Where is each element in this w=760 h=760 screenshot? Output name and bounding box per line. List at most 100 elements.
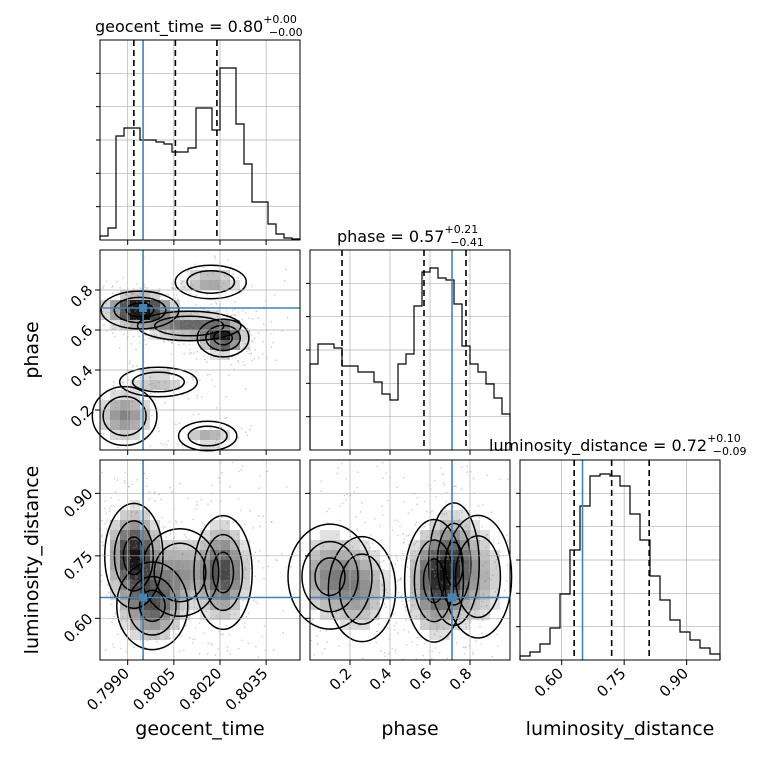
dist-vs-phase-sample-point <box>480 553 483 555</box>
phase-vs-time-sample-point <box>237 311 240 313</box>
dist-vs-time-sample-point <box>114 557 117 560</box>
dist-vs-time-sample-point <box>179 563 181 565</box>
dist-vs-phase-sample-point <box>470 575 473 577</box>
dist-vs-time-sample-point <box>198 622 201 624</box>
phase-vs-time-bin <box>220 350 230 360</box>
dist-vs-phase-bin <box>360 540 370 550</box>
dist-vs-phase-sample-point <box>365 594 368 597</box>
phase-vs-time-sample-point <box>150 310 152 312</box>
phase-vs-time-sample-point <box>195 294 198 297</box>
dist-vs-time-sample-point <box>220 532 222 535</box>
dist-vs-time-sample-point <box>172 604 174 606</box>
dist-vs-phase-sample-point <box>394 519 396 522</box>
dist-vs-time-bin <box>120 590 130 600</box>
dist-vs-time-bin <box>230 530 240 540</box>
dist-vs-phase-bin <box>310 550 320 560</box>
dist-vs-phase-bin <box>450 580 460 590</box>
dist-vs-phase-sample-point <box>449 532 452 535</box>
dist-vs-time-sample-point <box>143 472 146 475</box>
dist-vs-phase-bin <box>370 560 380 570</box>
dist-vs-phase-sample-point <box>395 557 398 559</box>
dist-vs-phase-sample-point <box>369 612 371 615</box>
dist-vs-phase-sample-point <box>472 477 475 480</box>
dist-vs-time-sample-point <box>225 624 228 627</box>
dist-vs-time-sample-point <box>227 575 229 578</box>
phase-vs-time-sample-point <box>189 348 192 351</box>
dist-vs-time-sample-point <box>105 512 108 514</box>
dist-vs-phase-sample-point <box>373 574 375 576</box>
dist-vs-time-sample-point <box>190 578 193 580</box>
phase-vs-time-sample-point <box>220 426 223 429</box>
dist-vs-phase-sample-point <box>325 566 328 568</box>
dist-vs-time-sample-point <box>244 622 246 625</box>
dist-vs-time-sample-point <box>159 557 161 559</box>
phase-vs-time-sample-point <box>119 433 122 435</box>
phase-vs-time-truth-marker <box>139 304 148 312</box>
dist-vs-phase-sample-point <box>490 511 493 514</box>
dist-vs-time-bin <box>180 590 190 600</box>
phase-vs-time-sample-point <box>206 374 209 376</box>
dist-vs-time-bin <box>150 620 160 630</box>
dist-vs-time-sample-point <box>198 588 201 590</box>
phase-vs-time-bin <box>130 390 140 400</box>
phase-vs-time-bin <box>140 320 150 330</box>
dist-vs-phase-sample-point <box>414 542 417 545</box>
dist-vs-phase-bin <box>470 530 480 540</box>
phase-vs-time-bin <box>140 380 150 390</box>
dist-vs-time-sample-point <box>228 552 230 554</box>
phase-vs-time-sample-point <box>215 301 217 304</box>
phase-vs-time-sample-point <box>249 349 251 352</box>
ytick-label: 0.6 <box>67 322 97 352</box>
dist-vs-phase-sample-point <box>408 534 410 537</box>
dist-vs-phase-sample-point <box>503 589 506 592</box>
dist-vs-time-sample-point <box>210 579 212 581</box>
dist-vs-phase-sample-point <box>459 582 462 585</box>
phase-vs-time-sample-point <box>253 358 255 360</box>
dist-vs-phase-sample-point <box>465 602 467 604</box>
dist-vs-time-bin <box>170 620 180 630</box>
dist-vs-time-bin <box>130 600 140 610</box>
phase-vs-time-sample-point <box>163 341 166 343</box>
dist-vs-phase-sample-point <box>375 641 378 644</box>
phase-vs-time-sample-point <box>286 316 289 319</box>
dist-vs-phase-bin <box>430 560 440 570</box>
dist-vs-time-bin <box>150 520 160 530</box>
dist-vs-phase-sample-point <box>369 534 372 536</box>
dist-vs-time-sample-point <box>210 593 212 596</box>
phase-vs-time-bin <box>130 310 140 320</box>
dist-vs-time-sample-point <box>178 595 181 597</box>
phase-vs-time-bin <box>190 320 200 330</box>
dist-vs-phase-contour <box>338 553 386 625</box>
dist-vs-phase-sample-point <box>458 537 461 539</box>
dist-vs-phase-sample-point <box>416 636 418 639</box>
phase-vs-time-frame <box>99 249 301 451</box>
dist-vs-phase-sample-point <box>467 569 470 572</box>
dist-vs-time-sample-point <box>177 587 179 589</box>
phase-vs-time-sample-point <box>193 352 195 355</box>
dist-vs-time-sample-point <box>101 535 103 538</box>
dist-vs-phase-bin <box>360 620 370 630</box>
phase-vs-time-sample-point <box>171 287 174 290</box>
dist-vs-phase-sample-point <box>482 586 485 589</box>
dist-vs-phase-sample-point <box>431 609 434 611</box>
phase-vs-time-bin <box>210 320 220 330</box>
dist-vs-time-sample-point <box>115 528 117 531</box>
dist-vs-phase-sample-point <box>396 534 399 537</box>
dist-vs-phase-bin <box>320 580 330 590</box>
phase-vs-time-sample-point <box>234 314 237 317</box>
dist-vs-phase-sample-point <box>481 619 483 621</box>
dist-vs-time-sample-point <box>215 615 218 617</box>
phase-vs-time-bin <box>140 400 150 410</box>
dist-vs-time-sample-point <box>120 558 122 561</box>
dist-vs-phase-bin <box>340 590 350 600</box>
phase-vs-time-bin <box>230 320 240 330</box>
dist-vs-phase-sample-point <box>481 526 484 528</box>
dist-vs-phase-sample-point <box>391 647 394 650</box>
dist-vs-phase-sample-point <box>479 626 481 628</box>
dist-vs-time-sample-point <box>136 575 138 578</box>
dist-vs-phase-sample-point <box>455 642 458 644</box>
phase-vs-time-sample-point <box>193 311 195 314</box>
phase-vs-time-sample-point <box>164 330 167 333</box>
dist-vs-time-bin <box>120 610 130 620</box>
dist-vs-time-sample-point <box>114 478 116 480</box>
